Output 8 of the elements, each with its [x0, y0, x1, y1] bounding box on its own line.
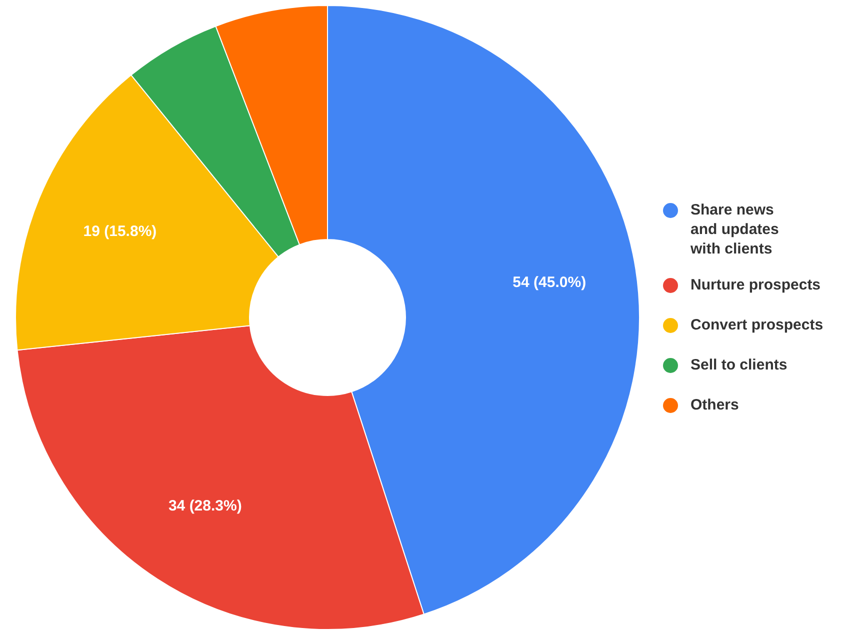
legend-label: Sell to clients — [690, 356, 788, 374]
data-label: 34 (28.3%) — [168, 497, 242, 514]
legend-label: Convert prospects — [690, 316, 824, 334]
legend-label: Nurture prospects — [690, 276, 821, 294]
legend-label: Others — [690, 396, 739, 414]
legend-label: Share news and updates with clients — [690, 202, 779, 258]
data-label: 19 (15.8%) — [83, 223, 157, 240]
data-label: 54 (45.0%) — [512, 274, 586, 291]
